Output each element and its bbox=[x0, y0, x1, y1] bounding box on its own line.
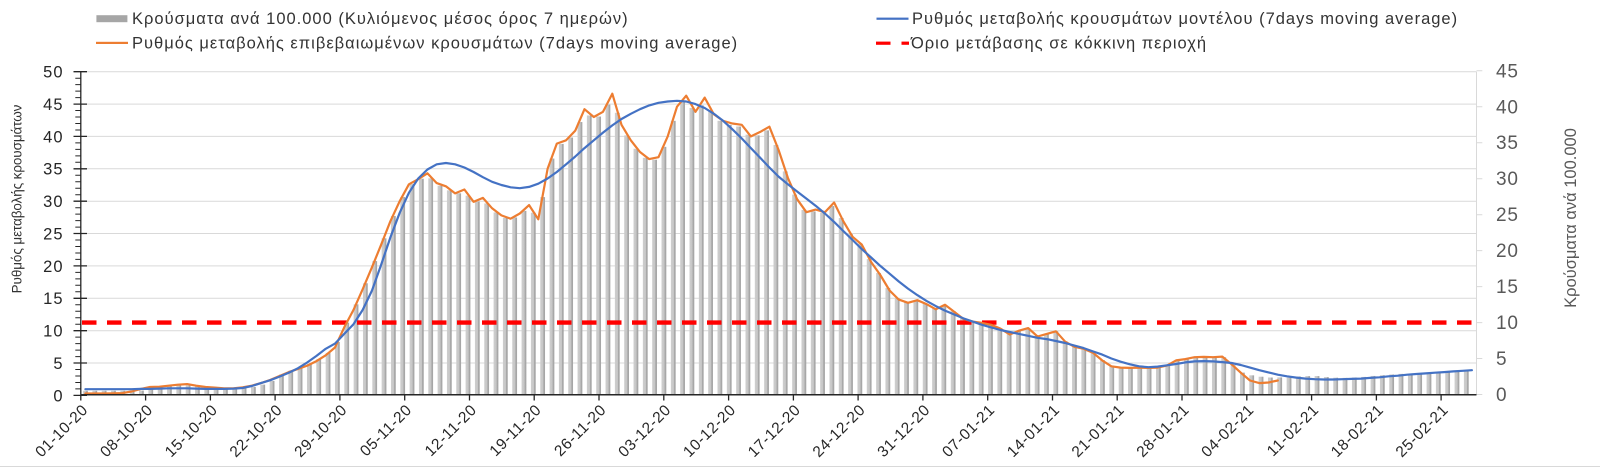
svg-text:Ρυθμός μεταβολής κρουσμάτων: Ρυθμός μεταβολής κρουσμάτων bbox=[10, 104, 25, 293]
svg-text:20: 20 bbox=[43, 258, 63, 276]
svg-text:5: 5 bbox=[53, 355, 63, 373]
svg-text:0: 0 bbox=[1496, 385, 1507, 406]
svg-text:35: 35 bbox=[1496, 133, 1519, 154]
svg-text:15: 15 bbox=[1496, 277, 1519, 298]
svg-text:10: 10 bbox=[1496, 313, 1519, 334]
svg-text:40: 40 bbox=[1496, 97, 1519, 118]
svg-text:25: 25 bbox=[43, 225, 63, 243]
svg-text:30: 30 bbox=[43, 193, 63, 211]
svg-text:25: 25 bbox=[1496, 205, 1519, 226]
svg-text:30: 30 bbox=[1496, 169, 1519, 190]
svg-text:10: 10 bbox=[43, 323, 63, 341]
svg-text:Ρυθμός μεταβολής κρουσμάτων μο: Ρυθμός μεταβολής κρουσμάτων μοντέλου (7d… bbox=[912, 10, 1458, 28]
svg-text:35: 35 bbox=[43, 161, 63, 179]
svg-text:Κρούσματα ανά 100.000: Κρούσματα ανά 100.000 bbox=[1562, 128, 1580, 308]
svg-text:45: 45 bbox=[1496, 61, 1519, 82]
svg-text:Όριο μετάβασης σε κόκκινη περι: Όριο μετάβασης σε κόκκινη περιοχή bbox=[910, 34, 1207, 52]
svg-text:45: 45 bbox=[43, 96, 63, 114]
svg-text:40: 40 bbox=[43, 128, 63, 146]
svg-text:15: 15 bbox=[43, 290, 63, 308]
svg-text:Κρούσματα ανά 100.000 (Κυλιόμε: Κρούσματα ανά 100.000 (Κυλιόμενος μέσος … bbox=[132, 10, 629, 28]
svg-text:Ρυθμός μεταβολής επιβεβαιωμένω: Ρυθμός μεταβολής επιβεβαιωμένων κρουσμάτ… bbox=[132, 34, 738, 52]
svg-text:20: 20 bbox=[1496, 241, 1519, 262]
svg-text:0: 0 bbox=[53, 387, 63, 405]
svg-text:5: 5 bbox=[1496, 349, 1507, 370]
svg-text:50: 50 bbox=[43, 64, 63, 82]
